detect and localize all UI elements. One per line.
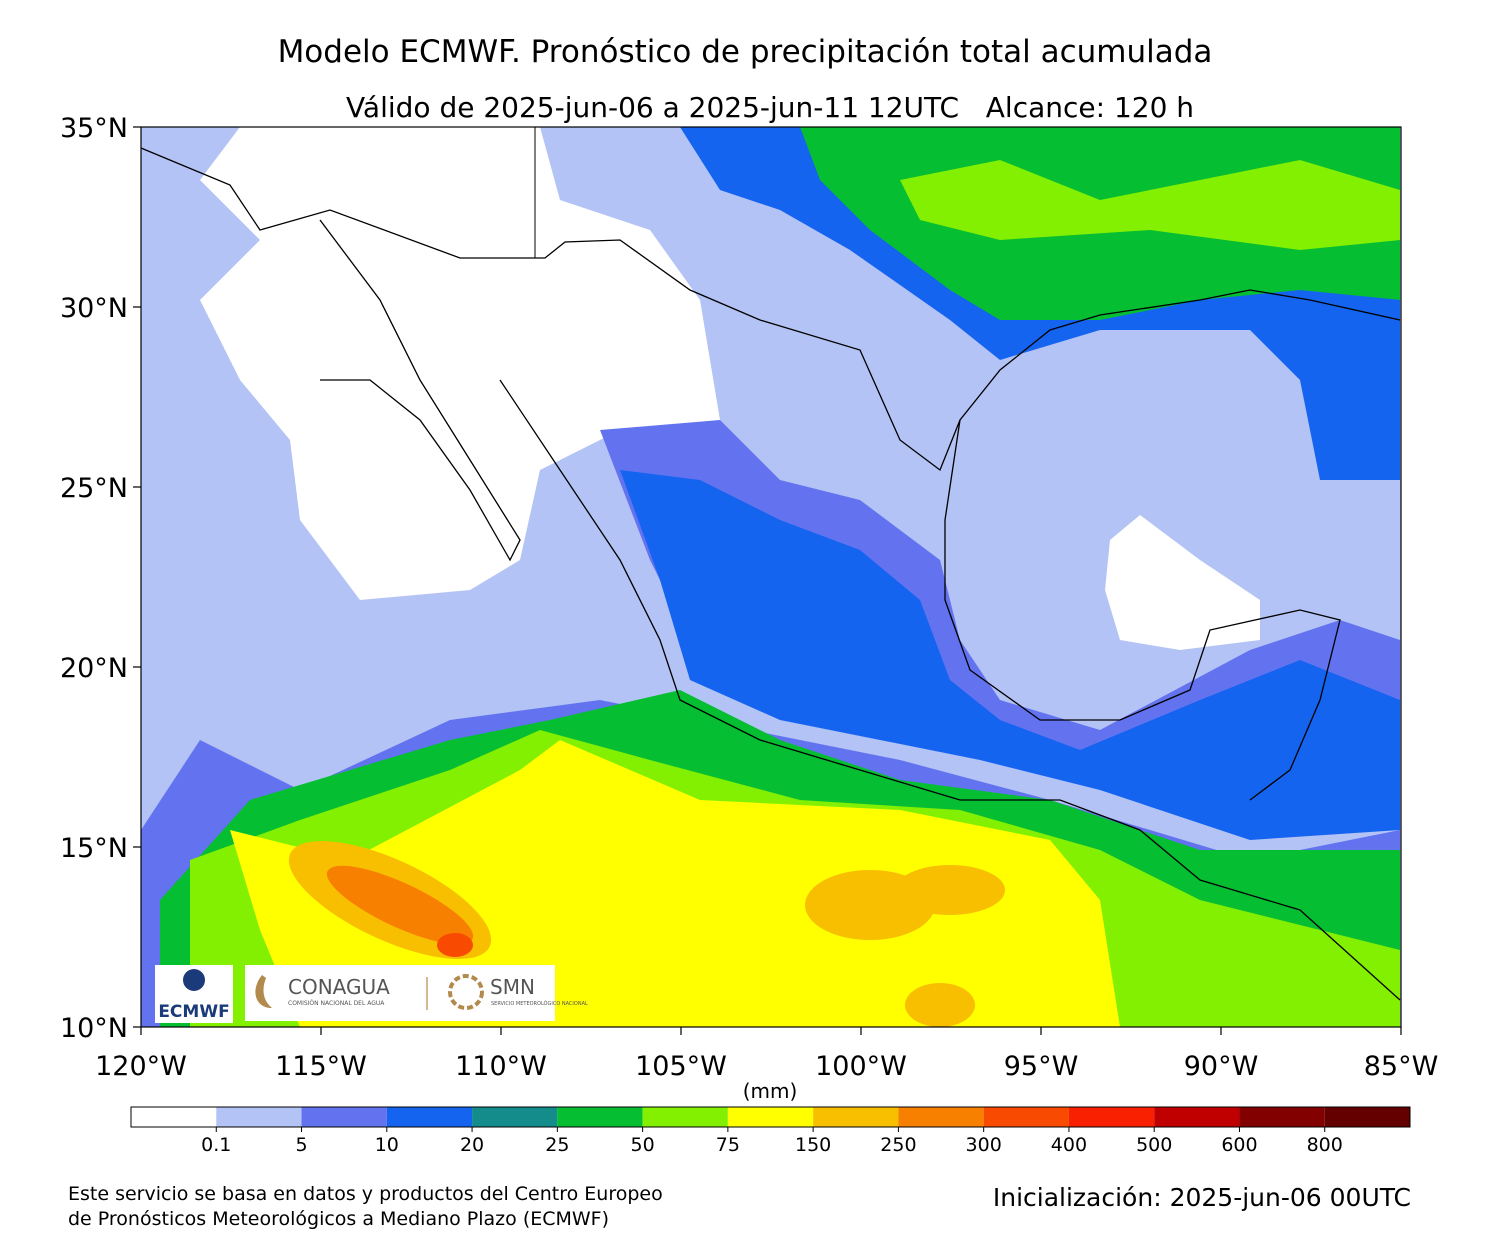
coastline: [944, 419, 1341, 801]
smn-emblem: [448, 974, 484, 1010]
x-tick-label: 100°W: [815, 1051, 907, 1082]
colorbar-swatch: [557, 1107, 643, 1127]
colorbar-tick-label: 10: [375, 1134, 399, 1156]
y-tick-label: 10°N: [60, 1013, 128, 1044]
colorbar-tick-label: 0.1: [201, 1134, 231, 1156]
y-tick-label: 35°N: [60, 113, 128, 144]
y-tick-label: 20°N: [60, 653, 128, 684]
coastline: [319, 219, 521, 562]
colorbar-tick-label: 300: [966, 1134, 1002, 1156]
colorbar-swatch: [727, 1107, 814, 1127]
conagua-emblem: [255, 975, 272, 1008]
conagua-subtext: COMISIÓN NACIONAL DEL AGUA: [288, 1000, 385, 1007]
colorbar-tick-label: 600: [1221, 1134, 1257, 1156]
colorbar-tick-label: 20: [460, 1134, 484, 1156]
x-tick-label: 110°W: [455, 1051, 547, 1082]
colorbar-swatch: [386, 1107, 473, 1127]
colorbar-swatch: [301, 1107, 387, 1127]
colorbar-swatch: [216, 1107, 302, 1127]
y-tick-label: 25°N: [60, 473, 128, 504]
colorbar-swatch: [131, 1107, 217, 1127]
rain-area: [620, 470, 1400, 840]
x-tick-label: 105°W: [635, 1051, 727, 1082]
rain-area: [326, 865, 474, 945]
ecmwf-emblem: [183, 969, 205, 991]
dry-area: [200, 127, 720, 600]
x-tick-label: 90°W: [1184, 1051, 1259, 1082]
x-tick-label: 85°W: [1364, 1051, 1439, 1082]
border: [141, 147, 1401, 472]
colorbar-swatch: [1324, 1107, 1410, 1127]
y-tick-label: 15°N: [60, 833, 128, 864]
footer-note: de Pronósticos Meteorológicos a Mediano …: [68, 1208, 609, 1230]
rain-area: [900, 160, 1400, 250]
precipitation-field: [141, 127, 1401, 1027]
colorbar-tick-label: 150: [795, 1134, 831, 1156]
y-tick-label: 30°N: [60, 293, 128, 324]
map-frame: [140, 126, 1402, 1028]
subtitle: Válido de 2025-jun-06 a 2025-jun-11 12UT…: [346, 91, 1194, 124]
colorbar-tick-label: 500: [1136, 1134, 1172, 1156]
rain-area: [437, 933, 473, 957]
coastline: [499, 379, 1401, 1001]
colorbar-swatch: [813, 1107, 899, 1127]
colorbar-tick-label: 250: [880, 1134, 916, 1156]
colorbar-swatch: [898, 1107, 984, 1127]
colorbar-swatch: [1239, 1107, 1325, 1127]
smn-subtext: SERVICIO METEOROLÓGICO NACIONAL: [491, 1000, 588, 1007]
x-tick-label: 115°W: [275, 1051, 367, 1082]
colorbar-swatch: [642, 1107, 728, 1127]
colorbar-tick-label: 25: [545, 1134, 569, 1156]
colorbar-swatch: [472, 1107, 558, 1127]
colorbar-swatch: [1154, 1107, 1240, 1127]
ecmwf-logo-text: ECMWF: [158, 1002, 229, 1022]
smn-logo-text: SMN: [490, 975, 535, 999]
colorbar-frame: [130, 1106, 1411, 1128]
colorbar-tick-label: 75: [716, 1134, 740, 1156]
colorbar-tick-label: 50: [631, 1134, 655, 1156]
rain-area: [905, 983, 975, 1027]
dry-area: [1105, 515, 1260, 650]
colorbar-label: (mm): [743, 1079, 798, 1103]
colorbar-tick-label: 400: [1051, 1134, 1087, 1156]
x-tick-label: 120°W: [95, 1051, 187, 1082]
logos: ECMWF CONAGUA COMISIÓN NACIONAL DEL AGUA…: [155, 965, 588, 1023]
colorbar-tick-label: 800: [1307, 1134, 1343, 1156]
conagua-logo-text: CONAGUA: [288, 975, 390, 999]
footer-note: Este servicio se basa en datos y product…: [68, 1183, 663, 1205]
colorbar-tick-label: 5: [295, 1134, 307, 1156]
title: Modelo ECMWF. Pronóstico de precipitació…: [278, 34, 1213, 70]
colorbar-swatch: [1068, 1107, 1155, 1127]
partner-logos: [245, 965, 555, 1021]
colorbar-swatch: [983, 1107, 1069, 1127]
x-tick-label: 95°W: [1004, 1051, 1079, 1082]
rain-area: [895, 865, 1005, 915]
init-time: Inicialización: 2025-jun-06 00UTC: [993, 1183, 1411, 1212]
